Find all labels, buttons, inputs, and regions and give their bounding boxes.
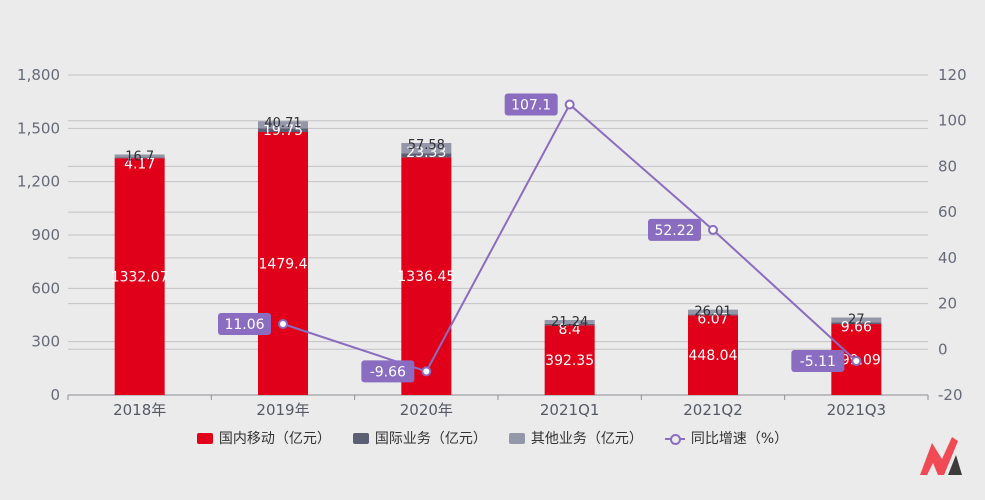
legend-label: 同比增速（%） xyxy=(690,431,789,447)
growth-label-box xyxy=(361,360,415,383)
legend-swatch xyxy=(196,432,213,444)
growth-data-label: -9.66 xyxy=(370,364,406,380)
bar-data-label: 16.7 xyxy=(125,149,154,164)
growth-data-label: 52.22 xyxy=(654,223,694,239)
bar-segment xyxy=(688,309,738,315)
growth-label-box xyxy=(791,349,845,372)
bar-segment xyxy=(258,131,308,396)
y-tick-label-left: 900 xyxy=(31,226,60,244)
legend-item-international[interactable]: 国际业务（亿元） xyxy=(352,428,487,448)
y-tick-label-right: 100 xyxy=(938,112,967,130)
y-tick-label-right: -20 xyxy=(938,386,963,404)
bar-data-label: 26.01 xyxy=(694,305,731,320)
y-tick-label-left: 1,500 xyxy=(17,119,60,137)
y-tick-label-left: 0 xyxy=(50,386,60,404)
growth-label-box xyxy=(504,93,558,116)
y-tick-label-right: 120 xyxy=(938,66,967,84)
y-tick-label-left: 300 xyxy=(31,333,60,351)
bar-data-label: 448.04 xyxy=(689,348,738,364)
growth-data-label: 11.06 xyxy=(224,317,264,333)
bar-data-label: 9.66 xyxy=(841,320,872,336)
bar-data-label: 57.58 xyxy=(408,138,445,153)
bar-segment xyxy=(401,157,452,395)
bar-data-label: 40.71 xyxy=(264,116,301,131)
bar-data-label: 8.4 xyxy=(559,322,581,338)
bar-segment xyxy=(401,153,452,158)
legend-item-yoy-growth[interactable]: 同比增速（%） xyxy=(664,428,789,448)
bar-segment xyxy=(688,314,738,316)
bar-data-label: 19.75 xyxy=(263,123,303,139)
growth-label-box xyxy=(648,218,701,241)
bar-data-label: 6.07 xyxy=(697,312,728,328)
x-tick-label: 2020年 xyxy=(400,401,453,419)
growth-point xyxy=(278,319,288,330)
legend-line-swatch xyxy=(664,433,685,445)
bar-segment xyxy=(831,317,882,323)
brand-logo-icon xyxy=(920,437,962,475)
bar-segment xyxy=(258,121,308,129)
legend-item-domestic-mobile[interactable]: 国内移动（亿元） xyxy=(196,428,331,448)
legend-label: 其他业务（亿元） xyxy=(530,431,643,447)
bar-data-label: 1479.4 xyxy=(259,256,308,272)
legend-swatch xyxy=(508,432,525,444)
bar-segment xyxy=(114,158,165,395)
bar-segment xyxy=(831,322,882,325)
legend-label: 国际业务（亿元） xyxy=(374,431,487,447)
x-tick-label: 2019年 xyxy=(256,401,309,419)
growth-data-label: -5.11 xyxy=(800,354,836,370)
bar-data-label: 392.35 xyxy=(545,353,594,369)
bar-segment xyxy=(544,325,595,395)
bar-data-label: 23.33 xyxy=(406,145,446,161)
growth-data-label: 107.1 xyxy=(511,97,551,113)
bar-segment xyxy=(114,154,165,158)
x-tick-label: 2021Q1 xyxy=(540,401,600,419)
y-tick-label-right: 20 xyxy=(938,295,957,313)
bar-segment xyxy=(114,157,165,159)
bar-data-label: 4.17 xyxy=(124,156,155,172)
y-tick-label-right: 60 xyxy=(938,203,957,221)
growth-point xyxy=(421,366,432,377)
growth-point xyxy=(564,99,575,110)
y-tick-label-right: 40 xyxy=(938,249,957,267)
growth-label-box xyxy=(218,313,271,336)
legend-swatch xyxy=(352,432,369,444)
bar-segment xyxy=(544,323,595,326)
bar-data-label: 27 xyxy=(848,313,865,328)
bar-data-label: 21.24 xyxy=(551,315,588,330)
bar-segment xyxy=(401,143,452,154)
bar-data-label: 1336.45 xyxy=(397,269,455,285)
y-tick-label-right: 80 xyxy=(938,157,957,175)
y-tick-label-left: 1,800 xyxy=(17,66,60,84)
bar-segment xyxy=(688,315,738,395)
x-tick-label: 2021Q2 xyxy=(683,401,743,419)
growth-point xyxy=(851,355,862,366)
legend: 国内移动（亿元） 国际业务（亿元） 其他业务（亿元） 同比增速（%） xyxy=(0,428,985,448)
y-tick-label-left: 600 xyxy=(31,279,60,297)
bar-segment xyxy=(544,319,595,324)
x-tick-label: 2021Q3 xyxy=(827,401,887,419)
legend-item-other[interactable]: 其他业务（亿元） xyxy=(508,428,643,448)
bar-segment xyxy=(258,128,308,132)
x-tick-label: 2018年 xyxy=(113,401,166,419)
legend-label: 国内移动（亿元） xyxy=(218,431,331,447)
bar-data-label: 1332.07 xyxy=(111,270,169,286)
y-tick-label-right: 0 xyxy=(938,340,948,358)
growth-point xyxy=(708,224,718,235)
y-tick-label-left: 1,200 xyxy=(17,173,60,191)
